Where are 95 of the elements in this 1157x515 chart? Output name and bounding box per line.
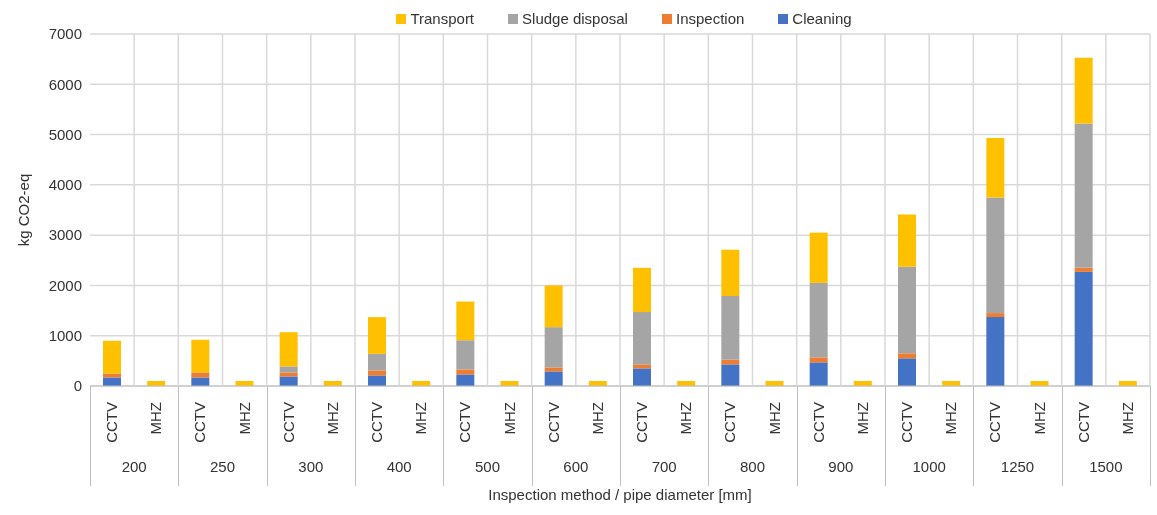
x-tick-label: CCTV — [1074, 402, 1092, 443]
x-tick-label: MHZ — [765, 402, 783, 435]
y-axis-title: kg CO2-eq — [15, 173, 33, 247]
text: 600 — [562, 457, 590, 477]
x-tick-label: CCTV — [986, 402, 1004, 443]
bar — [544, 371, 563, 386]
y-tick-label: 1000 — [48, 327, 82, 345]
bar — [633, 267, 651, 313]
bar — [898, 266, 916, 354]
bar — [103, 373, 121, 378]
x-tick-label: CCTV — [544, 402, 562, 443]
text: 400 — [385, 457, 413, 477]
bar — [721, 364, 740, 386]
bar — [986, 138, 1005, 198]
bar — [191, 339, 210, 373]
bar — [456, 301, 475, 341]
x-tick-label: MHZ — [235, 402, 253, 435]
x-tick-label: MHZ — [853, 402, 871, 435]
x-tick-label: MHZ — [588, 402, 606, 435]
bar — [544, 367, 563, 372]
bar — [368, 317, 386, 354]
text: 700 — [650, 457, 678, 477]
x-tick-label: MHZ — [677, 402, 695, 435]
bar — [1074, 57, 1093, 124]
bar — [633, 368, 651, 386]
y-tick-label: 2000 — [48, 276, 82, 294]
bar — [368, 353, 386, 371]
bar — [544, 327, 563, 368]
bar — [456, 340, 475, 370]
bar — [633, 312, 651, 365]
x-tick-label: MHZ — [323, 402, 341, 435]
y-tick-label: 7000 — [48, 25, 82, 43]
text: 1000 — [911, 457, 947, 477]
bar — [721, 295, 740, 360]
text: 1500 — [1088, 457, 1124, 477]
bar — [986, 313, 1005, 318]
x-tick-label: CCTV — [456, 402, 474, 443]
x-axis-title: Inspection method / pipe diameter [mm] — [487, 486, 753, 503]
x-tick-label: CCTV — [633, 402, 651, 443]
bar — [279, 332, 298, 367]
bar — [809, 357, 828, 363]
bar — [1074, 123, 1093, 268]
x-tick-label: CCTV — [279, 402, 297, 443]
y-tick-label: 5000 — [48, 125, 82, 143]
x-tick-label: MHZ — [147, 402, 165, 435]
bar — [279, 366, 298, 373]
bar — [191, 377, 210, 386]
y-tick-label: 6000 — [48, 75, 82, 93]
bar — [1074, 267, 1093, 272]
x-tick-label: CCTV — [809, 402, 827, 443]
bar — [721, 249, 740, 296]
bar — [898, 214, 916, 267]
bar — [368, 375, 386, 386]
bar — [544, 285, 563, 328]
y-tick-label: 3000 — [48, 226, 82, 244]
bar — [103, 340, 121, 374]
bar — [456, 374, 475, 386]
x-tick-label: CCTV — [191, 402, 209, 443]
legend-label: Inspection — [674, 10, 745, 27]
x-tick-label: MHZ — [1118, 402, 1136, 435]
bar — [456, 369, 475, 375]
bar — [809, 232, 828, 283]
bar — [986, 317, 1005, 386]
x-tick-label: CCTV — [368, 402, 386, 443]
bar — [809, 282, 828, 358]
legend-label: Transport — [409, 10, 475, 27]
y-tick-label: 0 — [73, 377, 82, 395]
x-tick-label: MHZ — [500, 402, 518, 435]
bar — [279, 376, 298, 386]
text: 1250 — [999, 457, 1036, 477]
bar — [633, 364, 651, 369]
text: 250 — [208, 457, 236, 477]
x-tick-label: MHZ — [412, 402, 430, 435]
legend-label: Sludge disposal — [521, 10, 628, 27]
bar — [279, 372, 298, 377]
text: 500 — [473, 457, 501, 477]
bar — [986, 197, 1005, 314]
bar — [809, 362, 828, 386]
x-tick-label: CCTV — [898, 402, 916, 443]
x-tick-label: MHZ — [942, 402, 960, 435]
bar — [368, 370, 386, 376]
text: 200 — [120, 457, 148, 477]
x-tick-label: MHZ — [1030, 402, 1048, 435]
bar — [898, 353, 916, 359]
bar — [898, 358, 916, 386]
text: 800 — [738, 457, 766, 477]
x-tick-label: CCTV — [721, 402, 739, 443]
text: 900 — [827, 457, 855, 477]
y-tick-label: 4000 — [48, 176, 82, 194]
text: 300 — [297, 457, 325, 477]
bar — [1074, 271, 1093, 386]
x-tick-label: CCTV — [103, 402, 121, 443]
bar — [191, 372, 210, 378]
bar — [103, 377, 121, 386]
legend-label: Cleaning — [791, 10, 852, 27]
